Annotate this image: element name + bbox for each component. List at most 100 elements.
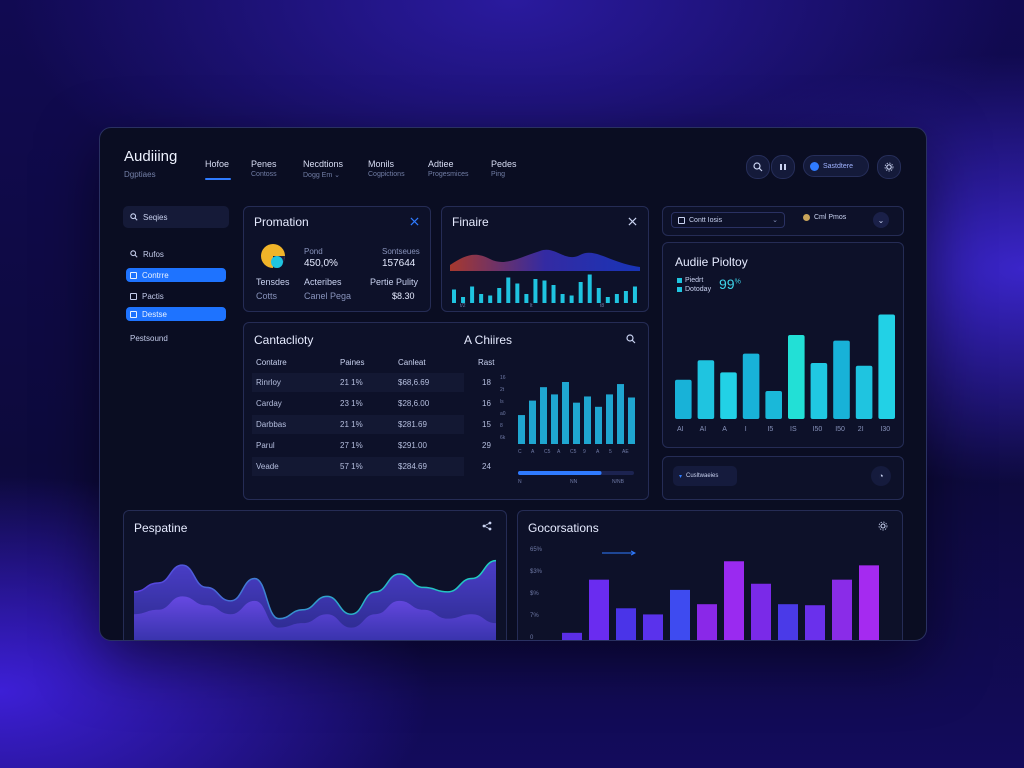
user-chip[interactable]: Cml Pmos [803, 214, 846, 221]
policy-bar [742, 353, 760, 419]
promotion-row-value-2: Canel Pega [304, 291, 352, 301]
sidebar-item-3[interactable]: Pactis [126, 289, 226, 303]
capacity-bar [562, 382, 569, 444]
share-icon[interactable] [482, 521, 492, 531]
column-header: Canleat [398, 358, 426, 367]
search-icon[interactable] [626, 334, 636, 344]
capacity-bar [595, 406, 602, 444]
column-header: Rast [478, 358, 495, 367]
nav-tab-4[interactable]: Monils [368, 159, 395, 169]
legend-label: Dotoday [685, 286, 712, 293]
area-series-1-line [134, 559, 496, 620]
nav-tab-6[interactable]: Pedes [491, 159, 517, 169]
capacity-ytick: 16 [500, 375, 506, 381]
table-row[interactable]: Rinrloy 21 1% $68,6.69 18 [252, 373, 491, 392]
table-row[interactable]: Veade 57 1% $284.69 24 [252, 457, 491, 476]
cell: Rinrloy [256, 378, 281, 387]
sidebar-item-5[interactable]: Pestsound [126, 331, 226, 345]
collapse-icon[interactable] [410, 217, 419, 226]
table-row[interactable]: Darbbas 21 1% $281.69 15 [252, 415, 491, 434]
refresh-button[interactable]: ◔ [871, 466, 891, 486]
policy-tick: IS [790, 426, 797, 433]
gocors-bar [670, 589, 690, 640]
promotion-row-label-2: Acteribes [304, 277, 342, 287]
area-chart [134, 559, 496, 640]
grid-icon [130, 292, 137, 300]
sidebar-item-label: Contrre [142, 270, 169, 280]
gocors-bar [805, 605, 825, 640]
nav-tab-1[interactable]: Hofoe [205, 159, 230, 169]
finance-bar [614, 294, 619, 303]
finance-bar [587, 274, 592, 303]
cell: Veade [256, 462, 279, 471]
finance-bar [551, 285, 556, 303]
progress-fill [518, 471, 602, 475]
cell: 23 1% [340, 399, 363, 408]
capacity-xtick: A [557, 449, 561, 455]
pespatine-card: Pespatine [123, 510, 507, 640]
sidebar-item-1[interactable]: Rufos [126, 247, 226, 261]
finance-bar [488, 295, 493, 303]
finance-bar [533, 279, 538, 303]
promotion-col1-label: Pond [304, 247, 323, 256]
finance-area [450, 249, 640, 271]
policy-value: 99% [719, 276, 741, 292]
cell: 21 1% [340, 420, 363, 429]
policy-title: Audiie Pioltoy [675, 255, 748, 269]
table-row[interactable]: Parul 27 1% $291.00 29 [252, 436, 491, 455]
search-icon [130, 213, 138, 221]
finance-bar [470, 286, 475, 303]
policy-badge[interactable]: ▾ Cusltwaeies [673, 466, 737, 486]
finance-bar [542, 280, 547, 303]
policy-tick: AI [677, 426, 684, 433]
nav-tab-3-sub[interactable]: Dogg Em ⌄ [303, 172, 340, 179]
capacity-subtitle: A Chiires [464, 333, 513, 347]
sidebar-search-input[interactable]: Seqies [123, 206, 229, 228]
finance-bar [569, 295, 574, 303]
filter-dropdown[interactable]: Contt Iosis ⌄ [671, 212, 785, 228]
sidebar-item-2[interactable]: Contrre [126, 268, 226, 282]
policy-bar [833, 340, 850, 419]
dashboard-window: Audiiing Dgptiaes Hofoe Penes Contoss Ne… [99, 127, 927, 641]
capacity-xtick: A [596, 449, 600, 455]
promotion-row-value-3: $8.30 [392, 291, 415, 301]
close-icon[interactable] [628, 217, 637, 226]
policy-bar [675, 379, 692, 419]
gocors-bar [859, 565, 879, 640]
legend-swatch [677, 287, 682, 292]
capacity-bar [529, 400, 536, 444]
finance-card: Finaire t/2 lt t8 [441, 206, 649, 312]
promotion-row-label-3: Pertie Pulity [370, 277, 419, 287]
sidebar-search-placeholder: Seqies [143, 212, 168, 222]
policy-card: Audiie Pioltoy Piedrt Dotoday 99% AI AI A I… [662, 242, 904, 448]
column-header: Paines [340, 358, 365, 367]
capacity-bar [584, 396, 591, 444]
gocors-bar [778, 604, 798, 640]
settings-icon[interactable] [878, 521, 888, 531]
nav-tab-2[interactable]: Penes [251, 159, 277, 169]
bell-icon [780, 164, 786, 170]
capacity-card: Cantaclioty A Chiires Contatre Paines Ca… [243, 322, 649, 500]
nav-tab-5[interactable]: Adtiee [428, 159, 454, 169]
finance-chart: t/2 lt t8 [450, 249, 640, 307]
refresh-icon: ◔ [878, 471, 884, 481]
policy-bar [878, 314, 895, 419]
grid-icon [130, 271, 137, 279]
policy-legend-1: Piedrt [677, 277, 703, 284]
policy-bar [788, 335, 805, 419]
capacity-xtick: 9 [583, 449, 586, 455]
header-search-button[interactable] [746, 155, 770, 179]
nav-tab-3[interactable]: Necdtions [303, 159, 344, 169]
header-settings-button[interactable] [877, 155, 901, 179]
cell: Parul [256, 441, 275, 450]
header-notifications-button[interactable] [771, 155, 795, 179]
table-row[interactable]: Carday 23 1% $28,6.00 16 [252, 394, 491, 413]
finance-bar [524, 294, 529, 303]
sidebar-item-4[interactable]: Destse [126, 307, 226, 321]
gear-icon [884, 162, 894, 172]
cell: 15 [482, 420, 491, 429]
account-button[interactable]: Sastdtere [803, 155, 869, 177]
user-chip-label: Cml Pmos [814, 214, 847, 221]
promotion-row-label-1: Tensdes [256, 277, 290, 287]
chevron-down-button[interactable]: ⌄ [873, 212, 889, 228]
